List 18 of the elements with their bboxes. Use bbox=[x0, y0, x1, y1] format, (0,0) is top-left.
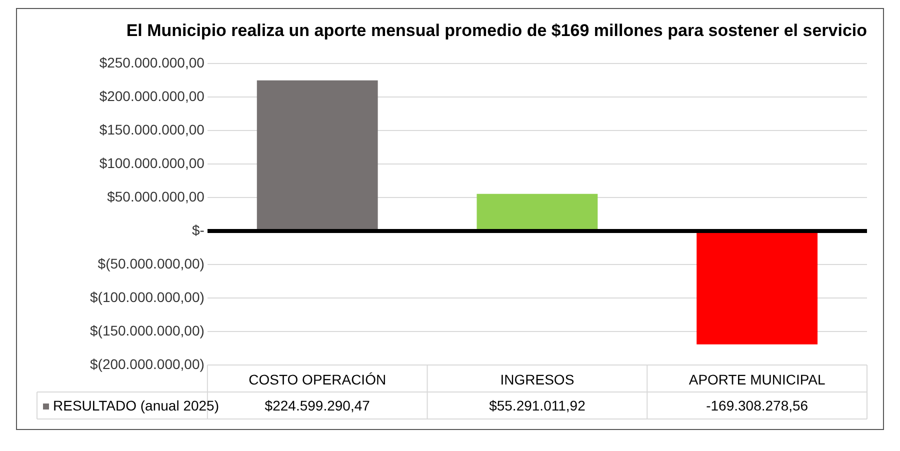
y-tick-label: $200.000.000,00 bbox=[99, 88, 205, 104]
y-tick-label: $150.000.000,00 bbox=[99, 121, 205, 138]
x-tick-label: INGRESOS bbox=[500, 371, 574, 388]
x-tick-label: APORTE MUNICIPAL bbox=[688, 371, 826, 388]
x-tick-label: COSTO OPERACIÓN bbox=[248, 371, 386, 388]
y-tick-label: $(50.000.000,00) bbox=[98, 255, 204, 272]
y-tick-label: $(150.000.000,00) bbox=[90, 322, 204, 338]
y-tick-label: $50.000.000,00 bbox=[107, 188, 205, 204]
chart-title: El Municipio realiza un aporte mensual promedio de $169 millones para sostener el servicio bbox=[126, 20, 867, 40]
data-label: -169.308.278,56 bbox=[706, 397, 808, 414]
y-tick-label: $(200.000.000,00) bbox=[90, 356, 204, 372]
y-tick-label: $250.000.000,00 bbox=[99, 54, 205, 70]
legend-label: RESULTADO (anual 2025) bbox=[53, 397, 219, 414]
y-tick-label: $- bbox=[192, 222, 205, 238]
y-tick-label: $(100.000.000,00) bbox=[90, 288, 204, 305]
data-label: $224.599.290,47 bbox=[264, 397, 370, 414]
data-label: $55.291.011,92 bbox=[489, 397, 586, 414]
y-tick-label: $100.000.000,00 bbox=[99, 154, 205, 171]
